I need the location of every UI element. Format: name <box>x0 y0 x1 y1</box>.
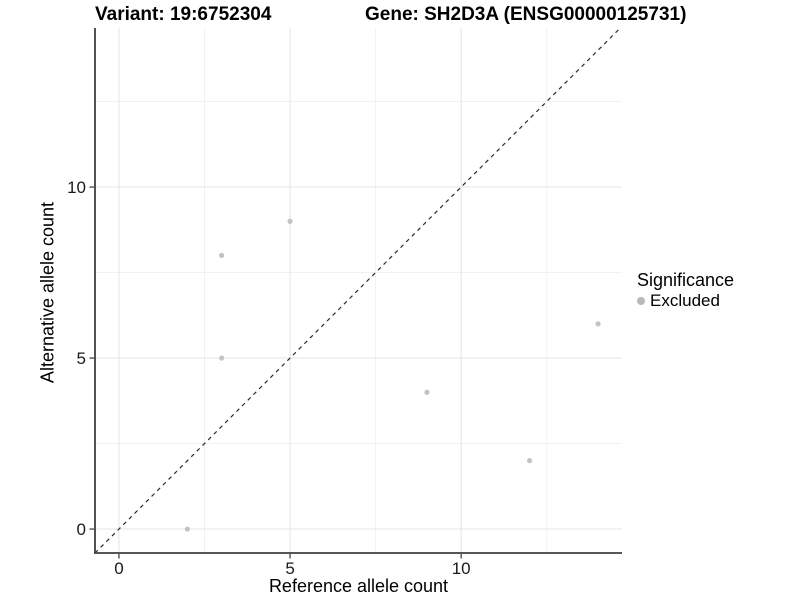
x-tick-label: 10 <box>452 559 471 578</box>
x-tick-label: 5 <box>285 559 294 578</box>
y-tick-label: 10 <box>67 178 86 197</box>
x-axis-title: Reference allele count <box>268 576 449 596</box>
legend-title: Significance <box>637 270 735 290</box>
y-axis-title: Alternative allele count <box>37 201 58 384</box>
legend-items: Excluded <box>637 291 734 310</box>
legend-item: Excluded <box>637 291 734 310</box>
plot-title-gene: Gene: SH2D3A (ENSG00000125731) <box>365 4 687 25</box>
legend: Significance Excluded <box>637 270 734 310</box>
data-point <box>219 355 225 361</box>
data-point <box>595 321 601 327</box>
x-tick-label: 0 <box>114 559 123 578</box>
data-point <box>219 252 225 259</box>
data-point <box>287 218 293 224</box>
legend-key-dot-icon <box>637 296 645 305</box>
data-point <box>184 526 190 532</box>
identity-dashed-line <box>94 27 621 554</box>
y-tick-label: 0 <box>77 520 86 539</box>
data-point <box>527 458 533 464</box>
legend-item-label: Excluded <box>650 291 720 310</box>
plot-title-variant: Variant: 19:6752304 <box>95 4 272 25</box>
y-tick-label: 5 <box>77 349 86 368</box>
data-point <box>424 389 430 395</box>
